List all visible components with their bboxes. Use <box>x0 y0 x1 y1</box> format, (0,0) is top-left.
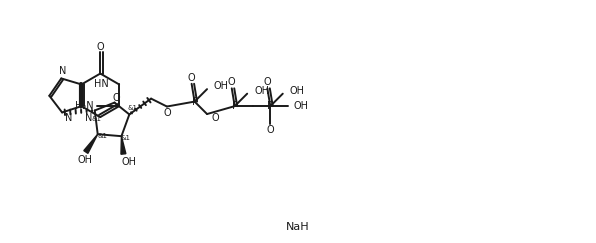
Text: H₂N: H₂N <box>74 101 94 111</box>
Text: P: P <box>268 101 274 111</box>
Text: N: N <box>65 113 73 123</box>
Text: O: O <box>97 42 104 52</box>
Text: &1: &1 <box>120 135 131 141</box>
Text: &1: &1 <box>92 116 102 122</box>
Text: OH: OH <box>214 81 229 91</box>
Polygon shape <box>121 136 126 154</box>
Text: &1: &1 <box>98 133 108 139</box>
Text: OH: OH <box>122 157 137 167</box>
Text: NaH: NaH <box>286 222 310 232</box>
Text: HN: HN <box>95 79 109 89</box>
Text: O: O <box>163 108 170 118</box>
Text: O: O <box>263 78 271 87</box>
Text: OH: OH <box>290 86 305 96</box>
Text: OH: OH <box>77 155 92 165</box>
Text: N: N <box>58 67 66 77</box>
Text: OH: OH <box>254 86 269 96</box>
Polygon shape <box>84 134 98 153</box>
Text: O: O <box>212 113 219 123</box>
Text: O: O <box>188 73 195 83</box>
Text: O: O <box>113 93 120 103</box>
Text: P: P <box>191 96 198 107</box>
Text: N: N <box>85 113 92 123</box>
Text: &1: &1 <box>128 104 137 111</box>
Text: P: P <box>232 101 238 111</box>
Text: OH: OH <box>293 101 308 111</box>
Text: O: O <box>228 78 235 87</box>
Text: O: O <box>266 125 274 135</box>
